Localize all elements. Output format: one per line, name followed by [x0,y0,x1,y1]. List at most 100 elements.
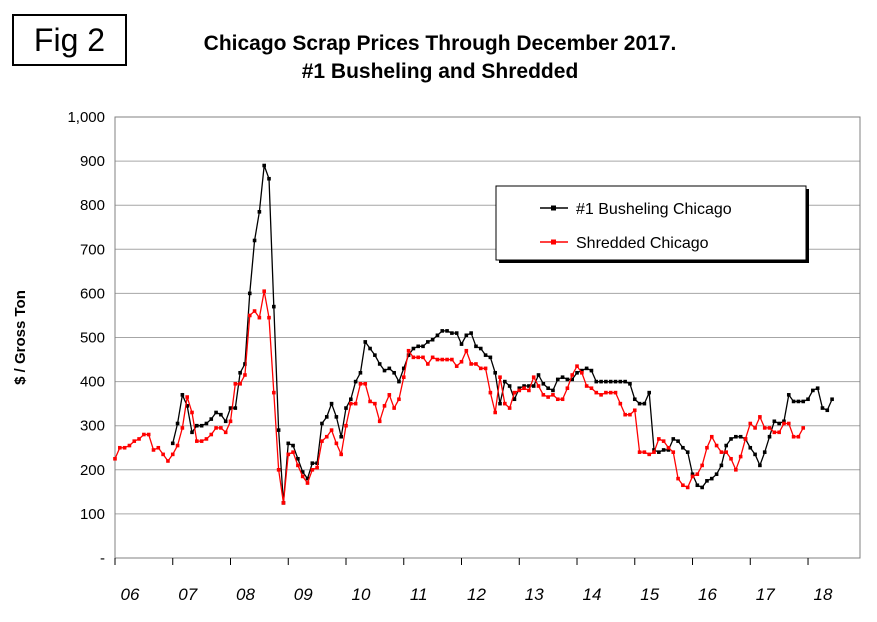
data-point [608,379,613,384]
data-point [676,439,680,443]
data-point [228,419,233,424]
data-point [233,406,238,410]
data-point [469,362,473,366]
data-point [618,379,623,384]
data-point [685,485,690,490]
data-point [786,393,791,397]
data-point [801,399,806,404]
legend-entry-label: Shredded Chicago [576,235,709,252]
data-point [589,368,594,373]
data-point [219,426,223,430]
data-point [498,375,502,379]
data-point [584,384,589,388]
data-point [392,406,396,410]
data-point [204,421,209,426]
data-point [233,382,238,386]
data-point [560,397,565,402]
x-tick-label: 08 [236,585,255,604]
data-point [738,454,743,459]
data-point [401,366,406,371]
data-point [397,397,401,402]
data-point [392,370,396,375]
data-point [772,419,777,424]
data-point [281,501,286,505]
data-point [507,384,512,388]
data-point [503,379,507,384]
data-point [685,450,690,454]
data-point [377,362,382,366]
data-point [315,461,319,465]
data-point [782,419,786,424]
data-point [700,463,704,468]
data-point [705,479,709,483]
data-point [825,408,830,413]
data-point [570,377,575,382]
data-point [353,379,358,384]
chart-title-line-2: #1 Busheling and Shredded [301,60,579,83]
data-point [430,355,435,360]
data-point [637,401,642,406]
data-point [488,390,493,395]
x-tick-label: 13 [525,585,544,604]
data-point [324,415,329,419]
data-point [647,452,652,457]
data-point [743,437,748,441]
data-point [522,384,526,388]
data-point [652,450,656,454]
data-point [796,434,801,439]
data-point [695,472,700,477]
data-point [382,368,387,373]
data-point [223,419,228,424]
data-point [690,472,695,477]
data-point [214,410,218,415]
data-point [426,340,430,344]
x-tick-label: 07 [178,585,197,604]
data-point [416,355,420,360]
data-point [478,346,483,351]
legend: #1 Busheling Chicago Shredded Chicago [495,185,809,263]
data-point [613,379,618,384]
data-point [801,426,806,430]
data-point [555,397,560,402]
data-point [753,452,757,457]
data-point [820,406,825,410]
data-point [488,355,493,360]
series-layer [113,163,834,505]
data-point [642,401,647,406]
data-point [709,434,714,439]
data-point [199,439,204,443]
data-point [243,373,247,377]
data-point [628,382,632,386]
data-point [426,362,430,366]
x-axis-tick-marks [114,558,809,565]
data-point [531,375,536,379]
data-point [286,441,291,446]
data-point [363,340,368,344]
series-line [114,291,804,503]
data-point [748,445,753,450]
data-point [349,401,353,406]
x-tick-label: 06 [121,585,140,604]
data-point [368,346,372,351]
data-point [589,386,594,391]
data-point [459,342,464,346]
y-axis-tick-labels: - 100 200 300 400 500 600 700 800 900 1,000 [67,109,105,567]
data-point [714,443,719,448]
data-point [647,390,652,395]
data-point [454,364,459,368]
data-point [464,333,469,338]
data-point [324,434,329,439]
data-point [190,430,194,435]
data-point [257,210,262,214]
data-point [166,459,170,463]
data-point [387,393,392,397]
data-point [758,463,762,468]
data-point [175,421,180,426]
data-point [493,410,498,415]
data-point [272,390,276,395]
y-tick-label: - [100,550,105,567]
data-point [551,388,555,393]
y-tick-label: 200 [80,462,105,479]
data-point [185,404,189,408]
x-tick-label: 14 [583,585,602,604]
